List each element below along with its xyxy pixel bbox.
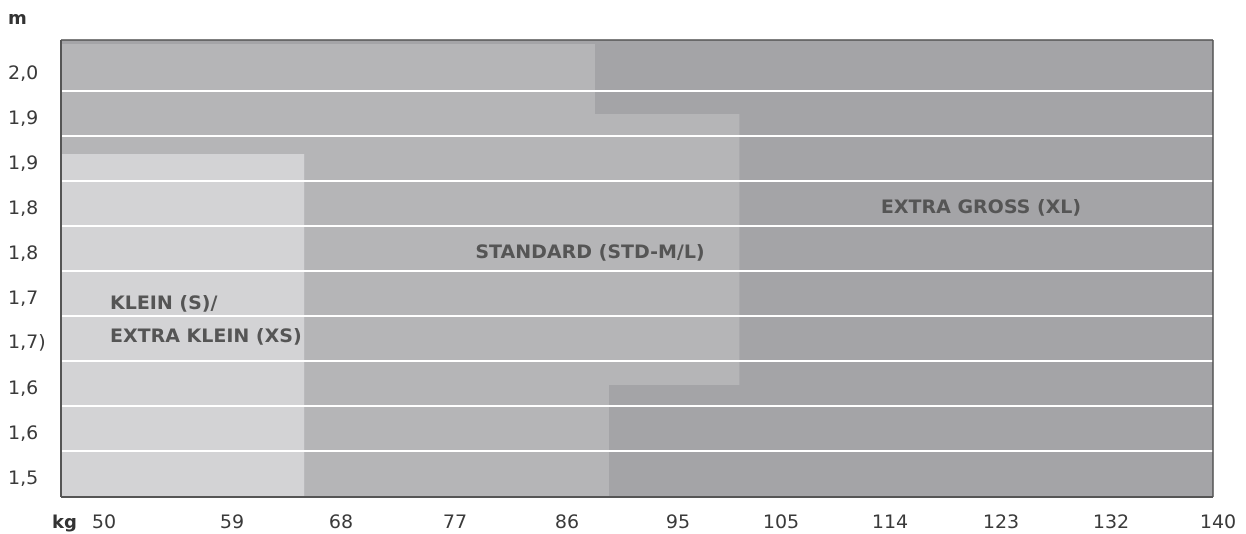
plot-area xyxy=(61,40,1213,497)
y-tick-label: 1,6 xyxy=(8,422,38,444)
y-tick-label: 2,0 xyxy=(8,62,38,84)
y-unit-label: m xyxy=(8,8,27,29)
x-tick-label: 50 xyxy=(92,511,116,533)
y-tick-label: 1,9 xyxy=(8,152,38,174)
zone-label-klein: KLEIN (S)/ xyxy=(110,292,217,314)
zone-label-extra-gross: EXTRA GROSS (XL) xyxy=(881,196,1081,218)
axes xyxy=(60,39,1214,498)
y-tick-label: 1,9 xyxy=(8,107,38,129)
x-tick-label: 123 xyxy=(983,511,1019,533)
zone-label-klein: EXTRA KLEIN (XS) xyxy=(110,325,302,347)
grid-lines xyxy=(61,90,1213,452)
x-tick-label: 95 xyxy=(666,511,690,533)
y-tick-label: 1,8 xyxy=(8,242,38,264)
x-tick-label: 59 xyxy=(220,511,244,533)
zone-label-standard: STANDARD (STD-M/L) xyxy=(475,241,704,263)
x-tick-label: 114 xyxy=(872,511,908,533)
x-tick-label: 68 xyxy=(329,511,353,533)
y-tick-label: 1,7 xyxy=(8,287,38,309)
zone-klein xyxy=(61,154,305,497)
y-tick-label: 1,8 xyxy=(8,197,38,219)
zone-labels: EXTRA GROSS (XL) STANDARD (STD-M/L) KLEIN … xyxy=(110,196,1081,347)
y-tick-label: 1,5 xyxy=(8,467,38,489)
y-tick-label: 1,6 xyxy=(8,377,38,399)
x-unit-label: kg xyxy=(52,512,77,533)
x-tick-label: 140 xyxy=(1200,511,1236,533)
y-tick-label: 1,7) xyxy=(8,331,46,353)
x-tick-label: 105 xyxy=(763,511,799,533)
tick-labels: 2,0 1,9 1,9 1,8 1,8 1,7 1,7) 1,6 1,6 1,5 50 59 68 77 8… xyxy=(8,62,1236,533)
x-tick-label: 77 xyxy=(443,511,467,533)
x-tick-label: 86 xyxy=(555,511,579,533)
x-tick-label: 132 xyxy=(1093,511,1129,533)
